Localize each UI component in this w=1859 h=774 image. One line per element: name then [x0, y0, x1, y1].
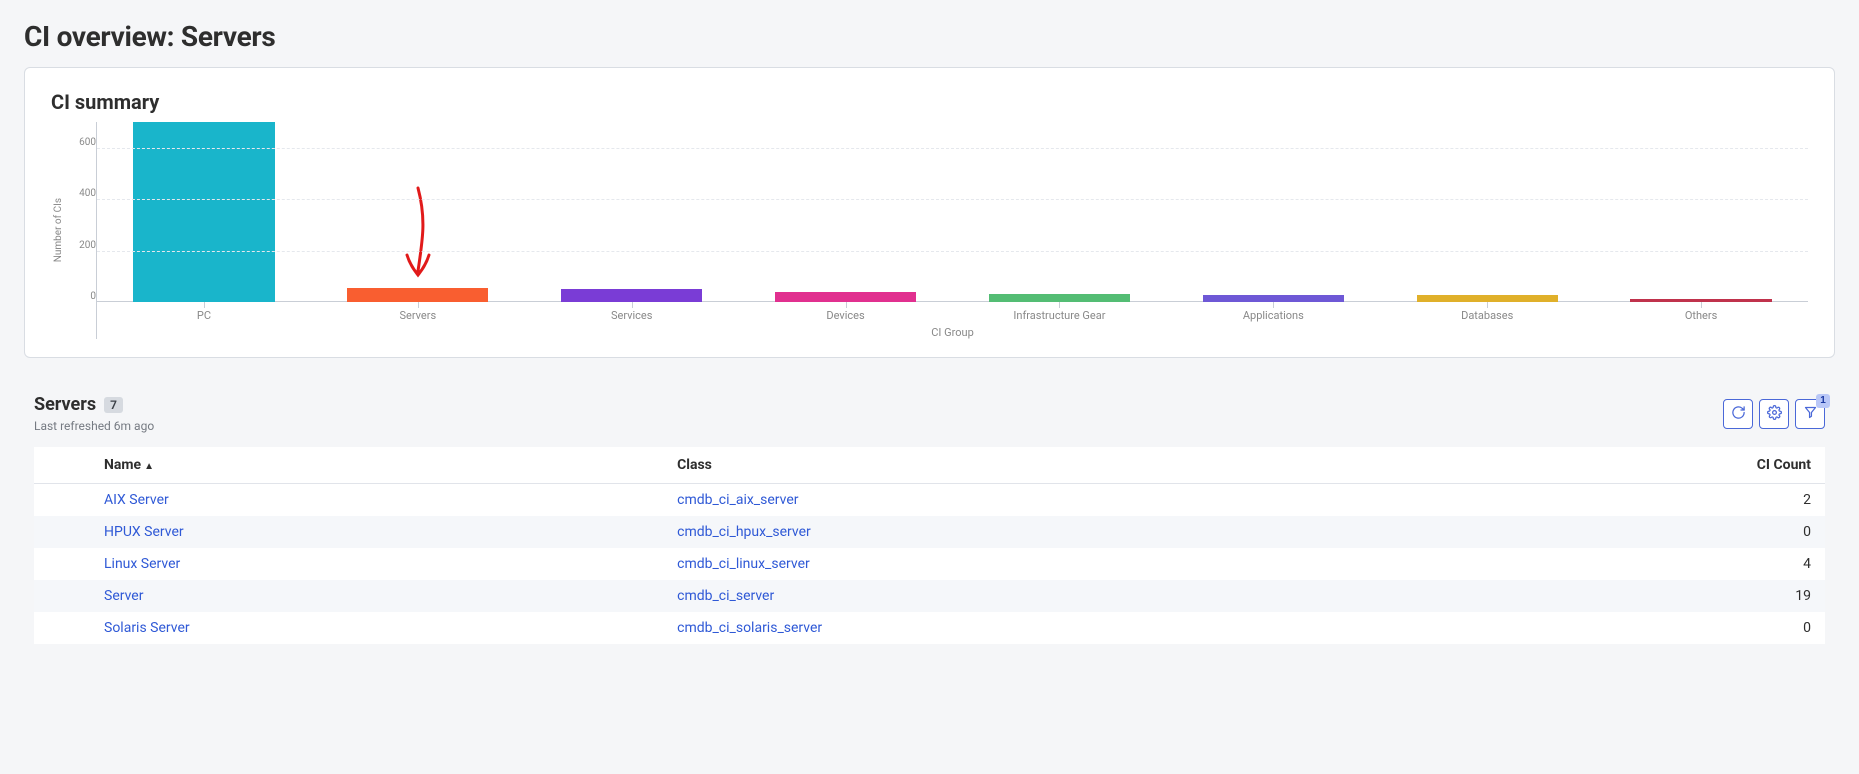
filter-icon	[1803, 405, 1818, 423]
cell-name: Server	[90, 580, 663, 612]
table-row: Server cmdb_ci_server 19	[34, 580, 1825, 612]
class-link[interactable]: cmdb_ci_hpux_server	[677, 524, 811, 540]
chart-plot: PCServersServicesDevicesInfrastructure G…	[96, 122, 1808, 339]
cell-class: cmdb_ci_solaris_server	[663, 612, 1379, 644]
last-refreshed-text: Last refreshed 6m ago	[34, 419, 154, 433]
bar-databases[interactable]	[1380, 122, 1594, 302]
bar-applications[interactable]	[1166, 122, 1380, 302]
cell-name: AIX Server	[90, 484, 663, 517]
servers-table-section: Servers 7 Last refreshed 6m ago	[24, 394, 1835, 644]
class-link[interactable]: cmdb_ci_server	[677, 588, 774, 604]
page-title: CI overview: Servers	[24, 20, 1835, 53]
servers-table: Name▲ Class CI Count AIX Server cmdb_ci_a…	[34, 447, 1825, 644]
card-title: CI summary	[51, 90, 1808, 114]
column-header-class[interactable]: Class	[663, 447, 1379, 484]
column-header-cicount[interactable]: CI Count	[1380, 447, 1826, 484]
y-axis-label: Number of CIs	[51, 198, 66, 262]
section-title: Servers	[34, 394, 96, 415]
table-row: AIX Server cmdb_ci_aix_server 2	[34, 484, 1825, 517]
bar-infrastructure-gear[interactable]	[953, 122, 1167, 302]
name-link[interactable]: AIX Server	[104, 492, 169, 508]
refresh-icon	[1731, 405, 1746, 423]
ci-summary-chart: Number of CIs 6004002000 PCServersServic…	[51, 122, 1808, 339]
table-row: HPUX Server cmdb_ci_hpux_server 0	[34, 516, 1825, 548]
column-header-name[interactable]: Name▲	[90, 447, 663, 484]
gear-icon	[1767, 405, 1782, 423]
class-link[interactable]: cmdb_ci_aix_server	[677, 492, 798, 508]
cell-cicount: 19	[1380, 580, 1826, 612]
ci-summary-card: CI summary Number of CIs 6004002000 PCSe…	[24, 67, 1835, 358]
filter-count-badge: 1	[1816, 394, 1830, 408]
bar-servers[interactable]	[311, 122, 525, 302]
cell-class: cmdb_ci_linux_server	[663, 548, 1379, 580]
name-link[interactable]: Linux Server	[104, 556, 180, 572]
table-row: Linux Server cmdb_ci_linux_server 4	[34, 548, 1825, 580]
bar-pc[interactable]	[97, 122, 311, 302]
cell-class: cmdb_ci_aix_server	[663, 484, 1379, 517]
bar-devices[interactable]	[739, 122, 953, 302]
bar-others[interactable]	[1594, 122, 1808, 302]
count-badge: 7	[104, 397, 123, 413]
settings-button[interactable]	[1759, 399, 1789, 429]
class-link[interactable]: cmdb_ci_solaris_server	[677, 620, 822, 636]
cell-cicount: 4	[1380, 548, 1826, 580]
name-link[interactable]: Server	[104, 588, 143, 604]
filter-button[interactable]: 1	[1795, 399, 1825, 429]
cell-name: Solaris Server	[90, 612, 663, 644]
sort-asc-icon: ▲	[144, 461, 154, 472]
bar-services[interactable]	[525, 122, 739, 302]
cell-cicount: 0	[1380, 516, 1826, 548]
cell-cicount: 0	[1380, 612, 1826, 644]
class-link[interactable]: cmdb_ci_linux_server	[677, 556, 810, 572]
x-axis-labels: PCServersServicesDevicesInfrastructure G…	[97, 302, 1808, 322]
name-link[interactable]: HPUX Server	[104, 524, 184, 540]
refresh-button[interactable]	[1723, 399, 1753, 429]
cell-class: cmdb_ci_hpux_server	[663, 516, 1379, 548]
name-link[interactable]: Solaris Server	[104, 620, 190, 636]
cell-name: Linux Server	[90, 548, 663, 580]
table-row: Solaris Server cmdb_ci_solaris_server 0	[34, 612, 1825, 644]
cell-cicount: 2	[1380, 484, 1826, 517]
x-axis-title: CI Group	[97, 322, 1808, 339]
y-axis-ticks: 6004002000	[66, 122, 96, 302]
cell-name: HPUX Server	[90, 516, 663, 548]
cell-class: cmdb_ci_server	[663, 580, 1379, 612]
